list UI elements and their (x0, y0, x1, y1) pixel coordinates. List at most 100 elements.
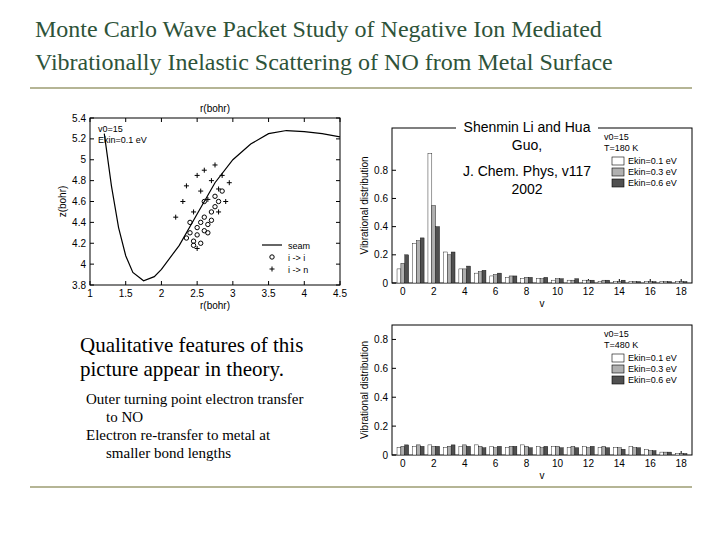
bar (664, 452, 668, 455)
x-tick-label: 3 (230, 288, 236, 299)
point (220, 189, 224, 193)
x-tick-label: 14 (614, 286, 626, 297)
x-tick-label: 10 (552, 458, 564, 469)
rule-bottom (30, 486, 692, 488)
x-tick-label: 4.5 (333, 288, 347, 299)
x-axis-label: r(bohr) (200, 300, 230, 311)
y-tick-label: 4.4 (72, 217, 86, 228)
x-tick-label: 18 (676, 458, 688, 469)
point-v (272, 267, 273, 272)
x-tick-label: 10 (552, 286, 564, 297)
bar (571, 446, 575, 455)
bar (675, 282, 679, 283)
bar (648, 451, 652, 455)
bar (528, 277, 532, 283)
x2-axis-label: r(bohr) (200, 103, 230, 114)
y-tick (90, 243, 94, 244)
point (213, 194, 217, 198)
point (209, 210, 213, 214)
y-axis-label: Vibrational distribution (359, 156, 370, 254)
bar (405, 255, 409, 283)
bar (513, 276, 517, 283)
point-text: Outer turning point electron transfer (86, 391, 303, 407)
citation: J. Chem. Phys, v117 (463, 163, 591, 179)
bar (683, 454, 687, 455)
y-tick-right (336, 201, 340, 202)
bar (586, 280, 590, 283)
point (191, 243, 195, 247)
bar (629, 282, 633, 283)
bar (648, 282, 652, 283)
seam-line (104, 131, 340, 281)
bar (606, 280, 610, 283)
bar (490, 276, 494, 283)
bar (463, 445, 467, 455)
bar (571, 280, 575, 283)
author-backdrop (456, 116, 598, 200)
bar (509, 276, 513, 283)
bar (509, 446, 513, 455)
point (213, 162, 218, 167)
bar (505, 277, 509, 283)
bar (614, 448, 618, 455)
bar (559, 279, 563, 283)
bar (606, 448, 610, 455)
point (220, 173, 225, 178)
bar (412, 244, 416, 283)
point (209, 218, 213, 222)
x-tick (232, 281, 233, 285)
bar (467, 446, 471, 455)
y-tick-label: 0.4 (374, 221, 388, 232)
bar (412, 446, 416, 455)
bar (598, 448, 602, 455)
bar (668, 282, 672, 283)
y-tick (90, 201, 94, 202)
y-tick-label: 0.8 (374, 165, 388, 176)
y-axis-label: z(bohr) (57, 186, 68, 218)
bar (420, 446, 424, 455)
x-tick-label: 0 (400, 286, 406, 297)
bar (432, 206, 436, 284)
plot-frame (90, 118, 340, 285)
x-tick-label: 12 (583, 458, 595, 469)
point-text: to NO (106, 409, 143, 425)
annotation: T=480 K (604, 340, 638, 350)
bar (478, 272, 482, 283)
point (216, 199, 220, 203)
bar (416, 241, 420, 283)
point (209, 178, 214, 183)
y-tick (392, 397, 396, 398)
x-tick-top (90, 118, 91, 122)
x-tick-top (340, 118, 341, 122)
bar (567, 280, 571, 283)
x-tick-top (125, 118, 126, 122)
slide-title: Vibrationally Inelastic Scattering of NO… (35, 49, 613, 75)
y-tick (90, 138, 94, 139)
bar (556, 279, 560, 283)
bar (575, 448, 579, 455)
bar (660, 282, 664, 283)
legend-line (262, 244, 282, 245)
bar (494, 275, 498, 283)
x-tick-label: 2 (431, 286, 437, 297)
bar (405, 445, 409, 455)
legend-label: i -> i (288, 253, 305, 263)
point (180, 199, 185, 204)
y-tick-right (336, 118, 340, 119)
y-tick (392, 170, 396, 171)
point (195, 246, 200, 251)
x-tick-label: 8 (524, 458, 530, 469)
point (227, 180, 232, 185)
point (195, 173, 200, 178)
point (216, 186, 221, 191)
bar (583, 446, 587, 455)
bar (521, 279, 525, 283)
point (205, 197, 210, 202)
point-v (222, 173, 223, 178)
point (202, 215, 206, 219)
y-tick-label: 4 (80, 259, 86, 270)
legend-label: Ekin=0.1 eV (628, 156, 677, 166)
annotation: v0=15 (604, 132, 629, 142)
legend-swatch (612, 376, 624, 384)
y-tick-right (336, 285, 340, 286)
